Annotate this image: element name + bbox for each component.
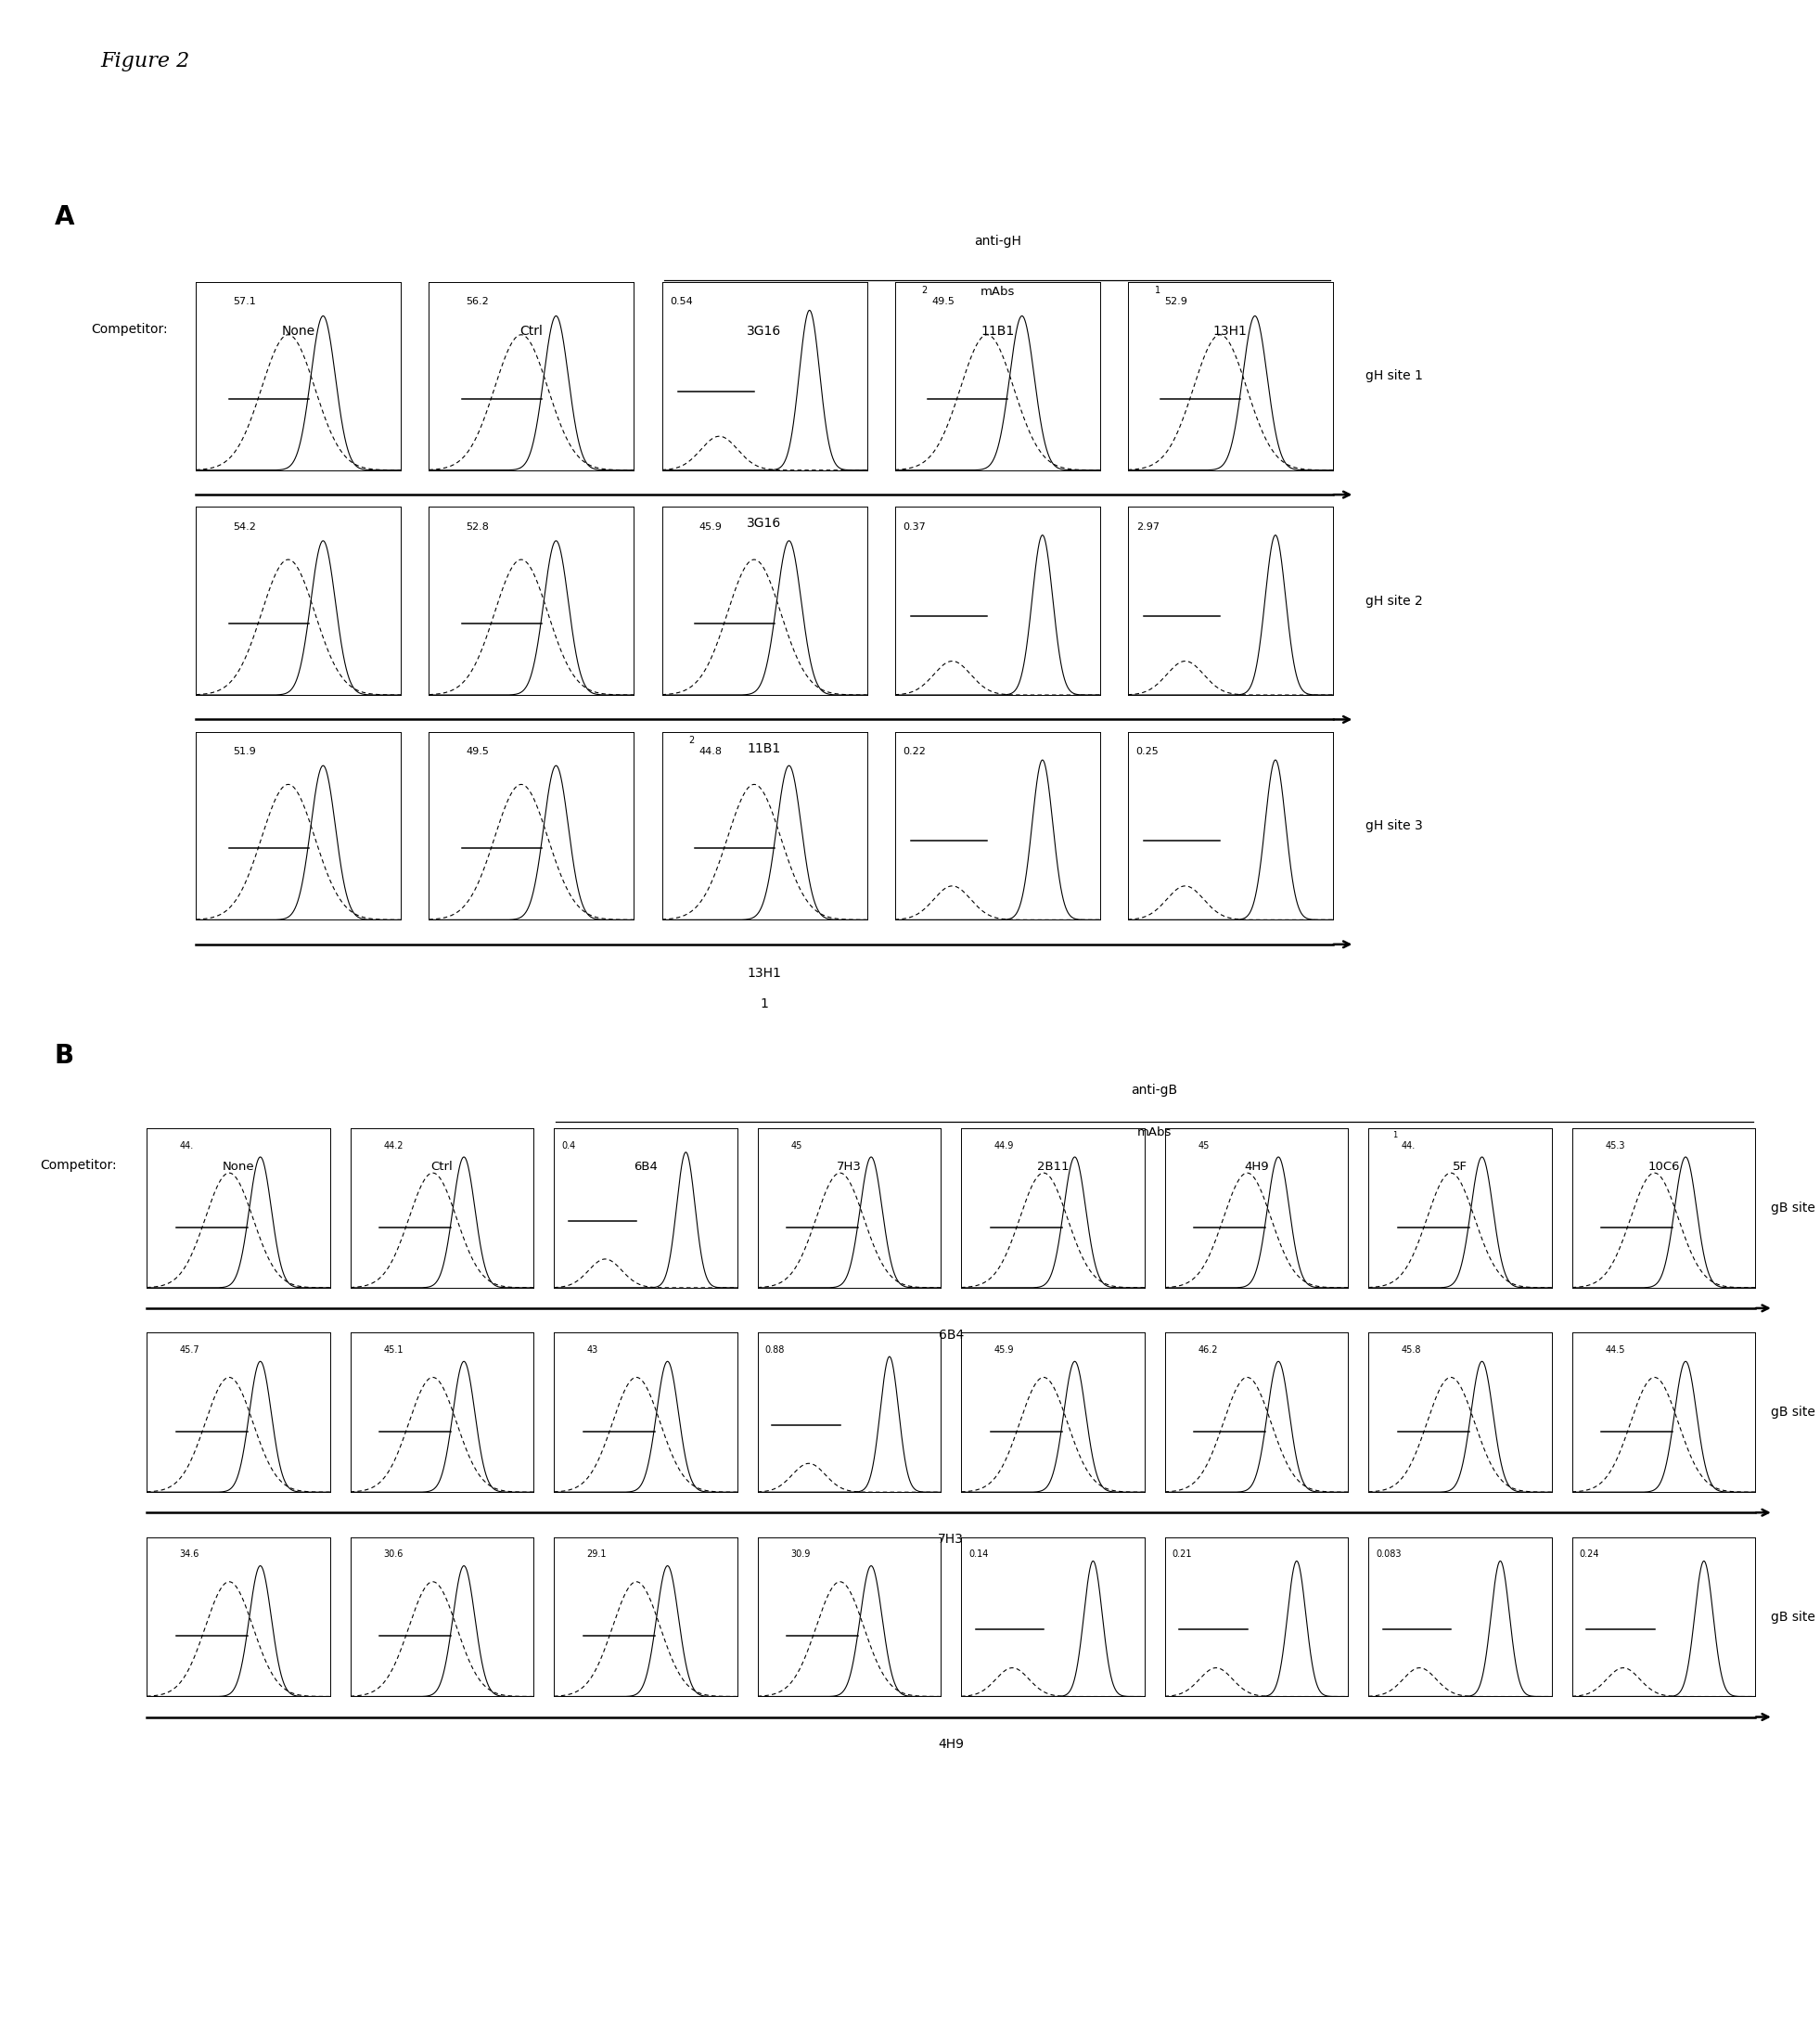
Text: Competitor:: Competitor: (40, 1159, 116, 1171)
Text: 45.1: 45.1 (384, 1345, 404, 1355)
Text: gB site 3: gB site 3 (1771, 1611, 1820, 1623)
Text: 34.6: 34.6 (180, 1549, 200, 1560)
Text: 43: 43 (586, 1345, 599, 1355)
Text: 49.5: 49.5 (932, 296, 956, 307)
Text: 0.083: 0.083 (1376, 1549, 1401, 1560)
Text: 1: 1 (1154, 286, 1159, 294)
Text: 2: 2 (921, 286, 928, 294)
Text: None: None (222, 1161, 255, 1173)
Text: 54.2: 54.2 (233, 521, 257, 531)
Text: 10C6: 10C6 (1647, 1161, 1680, 1173)
Text: 45.3: 45.3 (1605, 1141, 1625, 1151)
Text: 52.8: 52.8 (466, 521, 490, 531)
Text: 45: 45 (790, 1141, 803, 1151)
Text: 0.54: 0.54 (670, 296, 693, 307)
Text: gH site 2: gH site 2 (1365, 595, 1421, 607)
Text: 46.2: 46.2 (1198, 1345, 1218, 1355)
Text: Figure 2: Figure 2 (100, 51, 189, 72)
Text: mAbs: mAbs (979, 286, 1016, 298)
Text: 2.97: 2.97 (1136, 521, 1159, 531)
Text: 2B11: 2B11 (1037, 1161, 1068, 1173)
Text: Ctrl: Ctrl (431, 1161, 453, 1173)
Text: 0.25: 0.25 (1136, 746, 1159, 756)
Text: 0.4: 0.4 (561, 1141, 575, 1151)
Text: 0.14: 0.14 (968, 1549, 988, 1560)
Text: 13H1: 13H1 (1214, 325, 1247, 337)
Text: 0.21: 0.21 (1172, 1549, 1192, 1560)
Text: 30.6: 30.6 (384, 1549, 402, 1560)
Text: 1: 1 (761, 997, 768, 1010)
Text: Competitor:: Competitor: (91, 323, 167, 335)
Text: 44.8: 44.8 (699, 746, 723, 756)
Text: gH site 1: gH site 1 (1365, 370, 1423, 382)
Text: gB site 2: gB site 2 (1771, 1406, 1820, 1419)
Text: 57.1: 57.1 (233, 296, 257, 307)
Text: 11B1: 11B1 (981, 325, 1014, 337)
Text: 45.9: 45.9 (994, 1345, 1014, 1355)
Text: 45.8: 45.8 (1401, 1345, 1421, 1355)
Text: 45.7: 45.7 (180, 1345, 200, 1355)
Text: 44.9: 44.9 (994, 1141, 1014, 1151)
Text: 0.37: 0.37 (903, 521, 926, 531)
Text: 6B4: 6B4 (633, 1161, 657, 1173)
Text: 44.: 44. (1401, 1141, 1416, 1151)
Text: 56.2: 56.2 (466, 296, 490, 307)
Text: A: A (55, 204, 75, 231)
Text: 3G16: 3G16 (748, 325, 781, 337)
Text: 11B1: 11B1 (748, 742, 781, 754)
Text: gH site 3: gH site 3 (1365, 820, 1421, 832)
Text: 30.9: 30.9 (790, 1549, 810, 1560)
Text: 4H9: 4H9 (1245, 1161, 1269, 1173)
Text: B: B (55, 1042, 75, 1069)
Text: 7H3: 7H3 (937, 1533, 965, 1545)
Text: 0.24: 0.24 (1580, 1549, 1600, 1560)
Text: 45.9: 45.9 (699, 521, 723, 531)
Text: 29.1: 29.1 (586, 1549, 606, 1560)
Text: anti-gB: anti-gB (1132, 1083, 1178, 1096)
Text: 0.88: 0.88 (764, 1345, 784, 1355)
Text: 44.: 44. (180, 1141, 193, 1151)
Text: 49.5: 49.5 (466, 746, 490, 756)
Text: Ctrl: Ctrl (521, 325, 542, 337)
Text: 3G16: 3G16 (748, 517, 781, 529)
Text: 44.2: 44.2 (384, 1141, 404, 1151)
Text: 6B4: 6B4 (939, 1329, 963, 1341)
Text: 7H3: 7H3 (837, 1161, 861, 1173)
Text: 13H1: 13H1 (748, 967, 781, 979)
Text: 5F: 5F (1452, 1161, 1467, 1173)
Text: 44.5: 44.5 (1605, 1345, 1625, 1355)
Text: 51.9: 51.9 (233, 746, 257, 756)
Text: 4H9: 4H9 (937, 1737, 965, 1750)
Text: anti-gH: anti-gH (974, 235, 1021, 247)
Text: 2: 2 (688, 736, 695, 744)
Text: None: None (282, 325, 315, 337)
Text: 0.22: 0.22 (903, 746, 926, 756)
Text: 52.9: 52.9 (1165, 296, 1188, 307)
Text: 1: 1 (1392, 1132, 1398, 1141)
Text: mAbs: mAbs (1138, 1126, 1172, 1139)
Text: 45: 45 (1198, 1141, 1208, 1151)
Text: gB site 1: gB site 1 (1771, 1202, 1820, 1214)
